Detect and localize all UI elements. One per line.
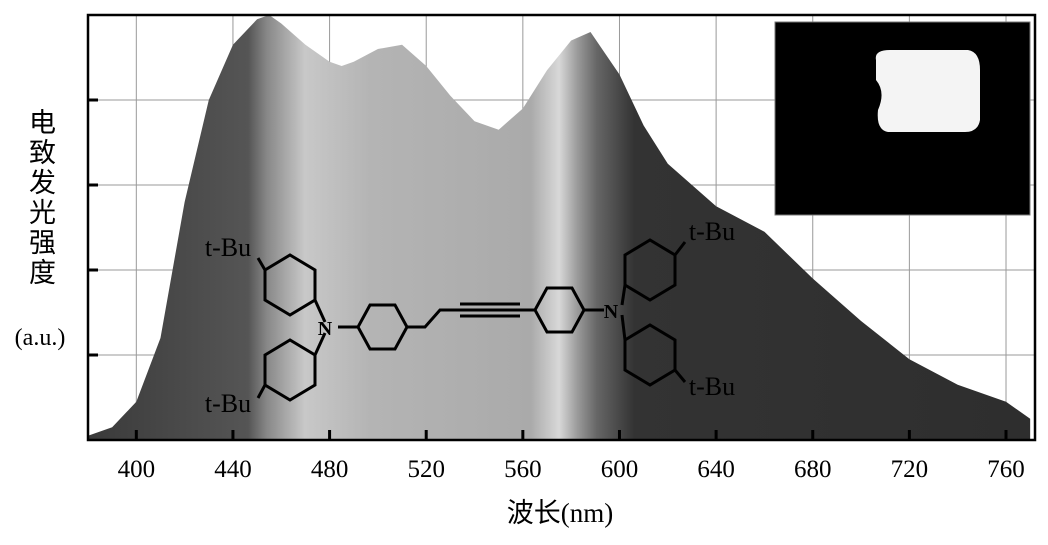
x-tick-label: 480 — [311, 456, 349, 483]
substituent-label: t-Bu — [205, 233, 251, 262]
atom-label: N — [318, 318, 333, 340]
substituent-label: t-Bu — [689, 217, 735, 246]
y-axis-label: 电致发光强度 — [25, 108, 56, 288]
substituent-label: t-Bu — [689, 372, 735, 401]
x-tick-label: 560 — [504, 456, 542, 483]
x-tick-label: 760 — [987, 456, 1025, 483]
y-axis-unit: (a.u.) — [15, 325, 66, 351]
x-tick-label: 600 — [601, 456, 639, 483]
x-tick-label: 680 — [794, 456, 832, 483]
x-axis-label: 波长(nm) — [507, 498, 613, 528]
substituent-label: t-Bu — [205, 389, 251, 418]
atom-label: N — [604, 301, 619, 323]
plot-frame — [86, 13, 1037, 442]
x-tick-label: 440 — [214, 456, 252, 483]
x-tick-label: 640 — [697, 456, 735, 483]
x-tick-label: 400 — [118, 456, 156, 483]
molecule — [256, 238, 687, 402]
x-tick-label: 520 — [407, 456, 445, 483]
inset-glow — [875, 50, 980, 132]
x-tick-label: 720 — [891, 456, 929, 483]
